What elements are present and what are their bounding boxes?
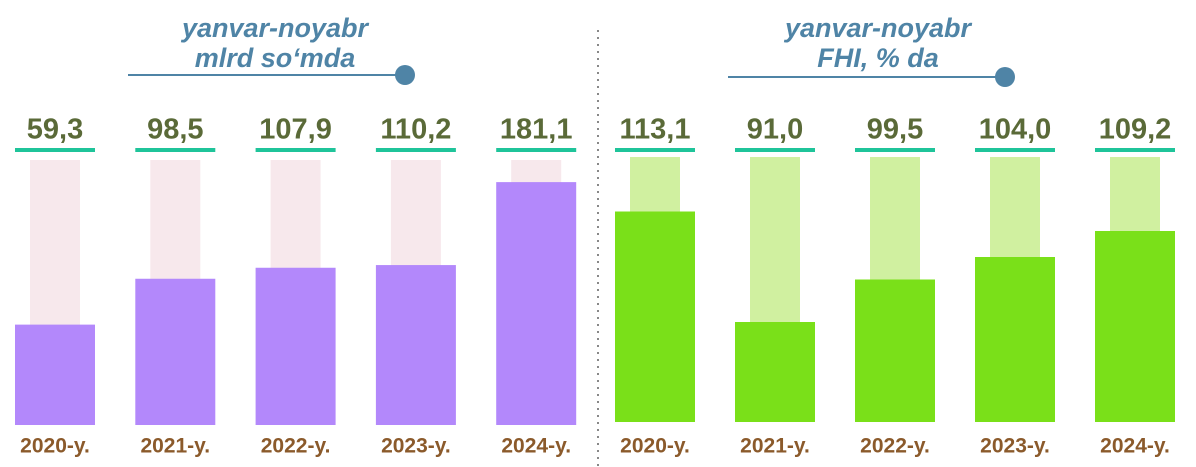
- x-tick-label: 2022-y.: [261, 435, 331, 458]
- bar: [615, 211, 695, 422]
- x-tick-label: 2024-y.: [1100, 435, 1170, 458]
- chart-title: yanvar-noyabr: [180, 13, 370, 43]
- title-dot: [995, 67, 1015, 87]
- value-label: 104,0: [979, 114, 1052, 146]
- bar: [1095, 231, 1175, 422]
- x-tick-label: 2022-y.: [860, 435, 930, 458]
- value-label: 107,9: [259, 114, 332, 146]
- x-tick-label: 2021-y.: [140, 435, 210, 458]
- bar: [975, 257, 1055, 422]
- title-dot: [395, 65, 415, 85]
- x-tick-label: 2024-y.: [501, 435, 571, 458]
- value-label: 99,5: [867, 114, 923, 146]
- bar: [496, 182, 577, 425]
- bar: [135, 278, 216, 425]
- value-label: 91,0: [747, 114, 803, 146]
- value-label: 110,2: [380, 114, 451, 146]
- chart-title: yanvar-noyabr: [783, 13, 973, 43]
- value-label: 113,1: [620, 114, 691, 146]
- x-tick-label: 2020-y.: [620, 435, 690, 458]
- value-label: 98,5: [147, 114, 203, 146]
- bar: [735, 322, 815, 422]
- x-tick-label: 2023-y.: [980, 435, 1050, 458]
- x-tick-label: 2020-y.: [20, 435, 90, 458]
- value-label: 59,3: [27, 114, 83, 146]
- chart-subtitle: mlrd so‘mda: [195, 43, 356, 73]
- bar: [855, 279, 935, 422]
- x-tick-label: 2023-y.: [381, 435, 451, 458]
- bar: [255, 267, 336, 425]
- bar: [15, 324, 95, 425]
- value-label: 109,2: [1099, 114, 1172, 146]
- chart-subtitle: FHI, % da: [817, 43, 939, 73]
- value-label: 181,1: [500, 114, 573, 146]
- bar: [375, 265, 456, 425]
- x-tick-label: 2021-y.: [740, 435, 810, 458]
